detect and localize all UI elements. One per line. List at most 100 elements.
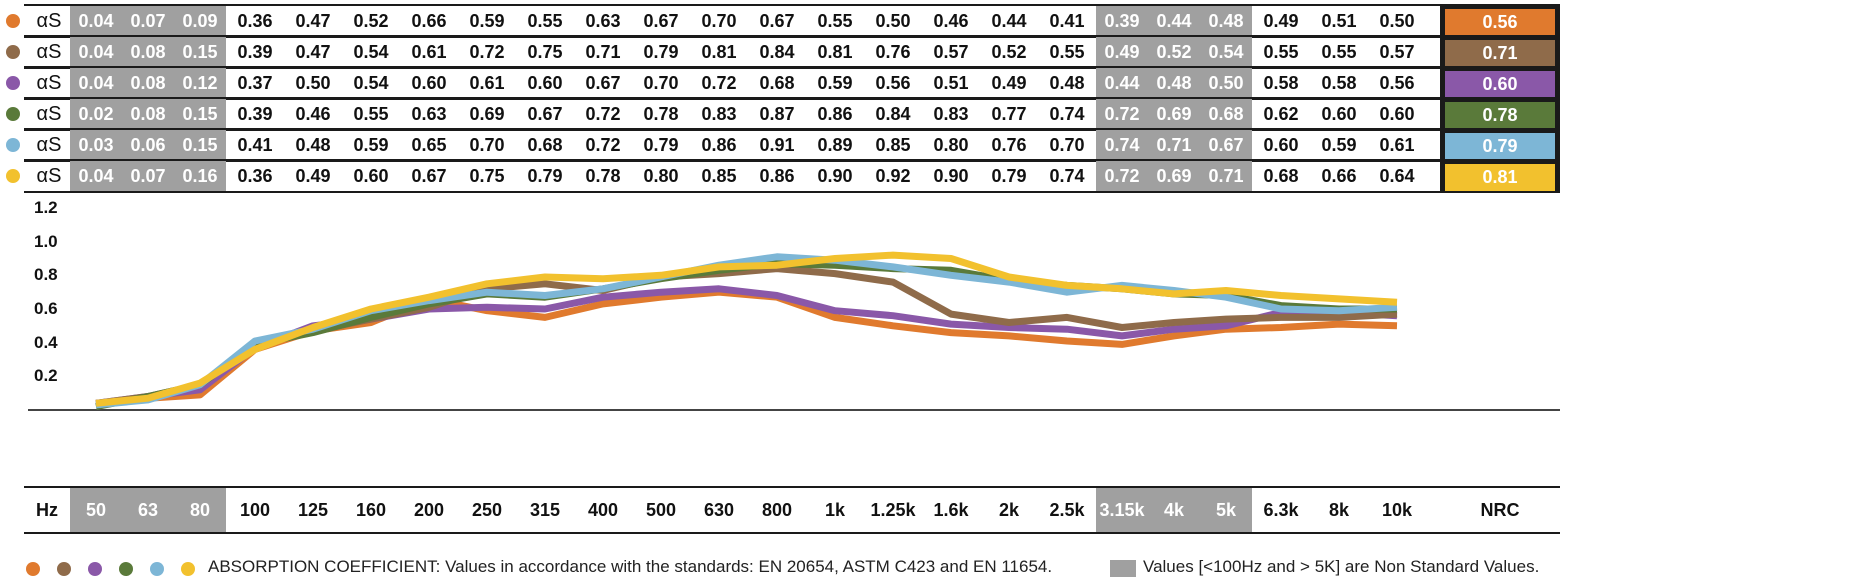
- value-cell: 0.71: [1156, 135, 1192, 155]
- frequency-label: 8k: [1328, 500, 1350, 520]
- table-row: αS 0.04 0.07 0.16 0.36 0.49 0.60 0.67 0.75 0.79 0.…: [0, 159, 1851, 193]
- absorption-chart: [28, 251, 1560, 411]
- value-cell: 0.70: [1049, 135, 1085, 155]
- frequency-label: 250: [471, 500, 503, 520]
- value-cell: 0.15: [182, 42, 218, 62]
- value-cell: 0.74: [1049, 104, 1085, 124]
- non-standard-band: [70, 66, 226, 98]
- value-cell: 0.36: [237, 11, 273, 31]
- nrc-value: 0.78: [1445, 102, 1555, 129]
- value-cell: 0.15: [182, 135, 218, 155]
- value-cell: 0.04: [78, 166, 114, 186]
- value-cell: 0.51: [933, 73, 969, 93]
- value-cell: 0.59: [817, 73, 853, 93]
- value-cell: 0.59: [353, 135, 389, 155]
- y-tick-label: 1.0: [34, 231, 58, 251]
- value-cell: 0.83: [701, 104, 737, 124]
- value-cell: 0.50: [1208, 73, 1244, 93]
- row-label: αS: [36, 103, 62, 125]
- non-standard-band: [70, 4, 226, 36]
- row-border: [24, 66, 1440, 100]
- value-cell: 0.04: [78, 11, 114, 31]
- nrc-value: 0.79: [1445, 133, 1555, 160]
- value-cell: 0.68: [1208, 104, 1244, 124]
- value-cell: 0.84: [875, 104, 911, 124]
- value-cell: 0.74: [1104, 135, 1140, 155]
- legend-dot: [119, 562, 133, 576]
- value-cell: 0.60: [1321, 104, 1357, 124]
- value-cell: 0.67: [759, 11, 795, 31]
- value-cell: 0.79: [527, 166, 563, 186]
- value-cell: 0.85: [701, 166, 737, 186]
- value-cell: 0.56: [1379, 73, 1415, 93]
- frequency-label: 315: [529, 500, 561, 520]
- frequency-label: 200: [413, 500, 445, 520]
- value-cell: 0.41: [237, 135, 273, 155]
- value-cell: 0.61: [411, 42, 447, 62]
- value-cell: 0.07: [130, 11, 166, 31]
- frequency-label: 3.15k: [1099, 500, 1145, 520]
- value-cell: 0.90: [817, 166, 853, 186]
- value-cell: 0.67: [1208, 135, 1244, 155]
- table-row: αS 0.02 0.08 0.15 0.39 0.46 0.55 0.63 0.69 0.67 0.…: [0, 97, 1851, 131]
- value-cell: 0.52: [353, 11, 389, 31]
- value-cell: 0.72: [469, 42, 505, 62]
- value-cell: 0.60: [411, 73, 447, 93]
- table-row: αS 0.04 0.08 0.12 0.37 0.50 0.54 0.60 0.61 0.60 0.…: [0, 66, 1851, 100]
- value-cell: 0.80: [933, 135, 969, 155]
- value-cell: 0.86: [817, 104, 853, 124]
- row-border: [24, 159, 1440, 193]
- value-cell: 0.04: [78, 42, 114, 62]
- value-cell: 0.72: [1104, 166, 1140, 186]
- value-cell: 0.04: [78, 73, 114, 93]
- value-cell: 0.50: [875, 11, 911, 31]
- value-cell: 0.51: [1321, 11, 1357, 31]
- row-border: [24, 35, 1440, 69]
- value-cell: 0.48: [295, 135, 331, 155]
- value-cell: 0.55: [527, 11, 563, 31]
- non-standard-band: [1096, 97, 1252, 129]
- frequency-label: 2k: [998, 500, 1020, 520]
- value-cell: 0.92: [875, 166, 911, 186]
- value-cell: 0.46: [295, 104, 331, 124]
- series-dot: [6, 169, 20, 183]
- value-cell: 0.70: [701, 11, 737, 31]
- value-cell: 0.07: [130, 166, 166, 186]
- series-dot: [6, 107, 20, 121]
- frequency-row-border: [24, 486, 1560, 534]
- value-cell: 0.16: [182, 166, 218, 186]
- value-cell: 0.63: [585, 11, 621, 31]
- table-row: αS 0.04 0.08 0.15 0.39 0.47 0.54 0.61 0.72 0.75 0.…: [0, 35, 1851, 69]
- value-cell: 0.66: [1321, 166, 1357, 186]
- non-standard-band: [70, 97, 226, 129]
- value-cell: 0.48: [1049, 73, 1085, 93]
- value-cell: 0.63: [411, 104, 447, 124]
- absorption-note: ABSORPTION COEFFICIENT: Values in accord…: [208, 557, 1053, 576]
- value-cell: 0.60: [353, 166, 389, 186]
- value-cell: 0.48: [1208, 11, 1244, 31]
- value-cell: 0.52: [991, 42, 1027, 62]
- value-cell: 0.55: [1049, 42, 1085, 62]
- value-cell: 0.83: [933, 104, 969, 124]
- value-cell: 0.54: [353, 42, 389, 62]
- row-label: αS: [36, 134, 62, 156]
- value-cell: 0.76: [875, 42, 911, 62]
- value-cell: 0.48: [1156, 73, 1192, 93]
- series-line: [95, 285, 1398, 407]
- value-cell: 0.89: [817, 135, 853, 155]
- value-cell: 0.15: [182, 104, 218, 124]
- table-row: αS 0.03 0.06 0.15 0.41 0.48 0.59 0.65 0.70 0.68 0.…: [0, 128, 1851, 162]
- value-cell: 0.54: [353, 73, 389, 93]
- value-cell: 0.59: [469, 11, 505, 31]
- value-cell: 0.57: [1379, 42, 1415, 62]
- frequency-label: 1.25k: [870, 500, 916, 520]
- value-cell: 0.81: [817, 42, 853, 62]
- value-cell: 0.79: [991, 166, 1027, 186]
- value-cell: 0.59: [1321, 135, 1357, 155]
- nrc-value: 0.56: [1445, 9, 1555, 36]
- non-standard-band: [1096, 66, 1252, 98]
- value-cell: 0.91: [759, 135, 795, 155]
- value-cell: 0.44: [1156, 11, 1192, 31]
- non-standard-band: [1096, 35, 1252, 67]
- legend-dot: [26, 562, 40, 576]
